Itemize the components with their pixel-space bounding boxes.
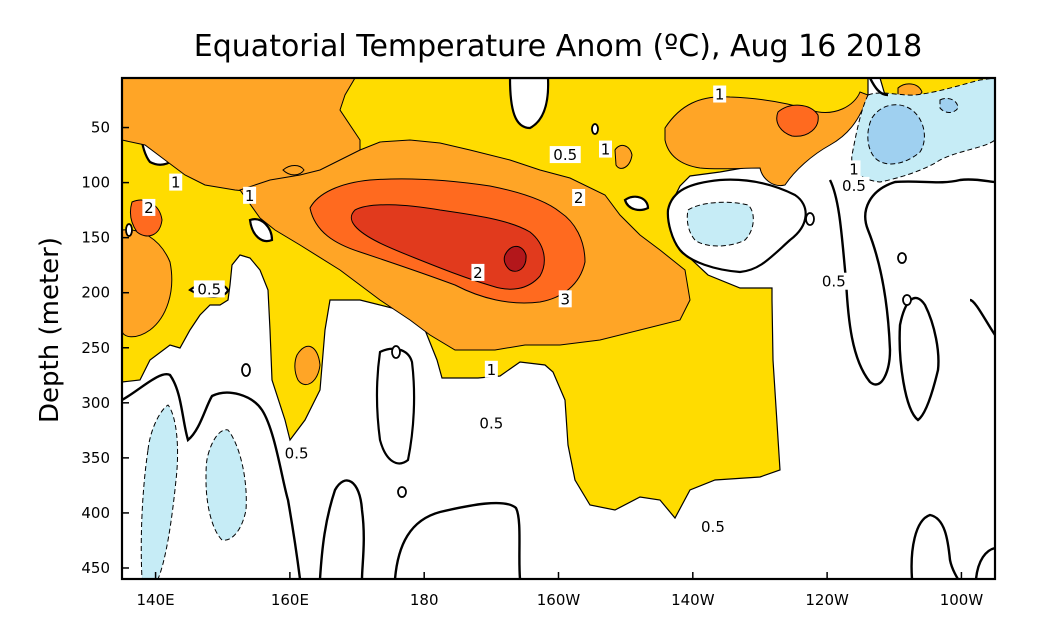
region-pos-3-core (350, 204, 545, 290)
y-tick-label: 100 (81, 174, 110, 192)
zero-line-top (868, 78, 889, 97)
contour-label-bg (475, 414, 507, 432)
y-tick-label: 450 (81, 559, 110, 577)
y-axis: 50 100 150 200 250 300 350 400 450 (81, 119, 129, 577)
contour-fill-neg-1 (867, 97, 959, 165)
contour-label-bg (599, 140, 613, 158)
region-neg-0.5-west-2 (205, 429, 247, 541)
small-contour-6 (902, 294, 912, 306)
contour-label: 1 (601, 141, 611, 159)
contour-label-bg (549, 146, 581, 164)
region-neg-1-east (867, 104, 925, 165)
contour-label: 3 (560, 290, 570, 308)
contour-fill-3 (350, 204, 545, 290)
contour-label: 0.5 (479, 415, 503, 433)
contour-label: 1 (849, 160, 859, 178)
y-tick-label: 400 (81, 504, 110, 522)
hole-east-dent (623, 195, 650, 211)
x-tick-label: 120W (805, 591, 849, 609)
contour-label-bg (572, 189, 586, 207)
contour-label: 0.5 (842, 177, 866, 195)
small-contours (125, 123, 912, 498)
region-pos-1-east-blob (614, 144, 633, 169)
small-contour-5 (897, 252, 907, 264)
region-neg-1-east-small (939, 97, 959, 113)
region-neg-0.5-east-box (686, 201, 754, 247)
region-pos-3-peak (503, 245, 527, 272)
region-pos-2-east (776, 104, 819, 137)
x-tick-label: 180 (410, 591, 439, 609)
contour-label-bg (558, 290, 572, 308)
region-pos-1-small-center (294, 345, 321, 385)
contour-label-bg (838, 176, 870, 194)
zero-line-east-3 (969, 298, 995, 336)
zero-line-east-4 (910, 513, 960, 579)
contour-label: 2 (574, 189, 584, 207)
contour-label-bg (169, 173, 183, 191)
x-tick-label: 140E (137, 591, 175, 609)
y-tick-label: 350 (81, 449, 110, 467)
small-contour-8 (125, 223, 133, 237)
contour-label-bg (193, 280, 225, 298)
small-contour-7 (591, 123, 599, 135)
zero-line-east-2 (898, 296, 940, 422)
contour-label: 0.5 (197, 280, 221, 298)
zero-line-east-5 (974, 546, 995, 579)
x-tick-label: 160E (271, 591, 309, 609)
region-neg-0.5-west-1 (140, 404, 179, 579)
chart-title: Equatorial Temperature Anom (ºC), Aug 16… (194, 29, 922, 64)
zero-line-central-deep-2 (393, 501, 522, 579)
contour-label: 0.5 (701, 518, 725, 536)
contour-label: 0.5 (822, 273, 846, 291)
y-tick-label: 250 (81, 339, 110, 357)
contour-label-bg (243, 186, 257, 204)
small-warm-1 (282, 165, 305, 176)
small-contour-4 (805, 212, 815, 226)
contour-label-bg (484, 360, 498, 378)
x-tick-label: 100W (940, 591, 984, 609)
contour-label: 1 (487, 361, 497, 379)
contour-label: 2 (473, 264, 483, 282)
contour-label-bg (847, 160, 861, 178)
contour-label-bg (697, 518, 729, 536)
small-contour-1 (391, 345, 401, 359)
x-tick-label: 160W (537, 591, 581, 609)
small-contour-2 (397, 486, 407, 498)
hole-top-center (508, 78, 550, 130)
y-tick-label: 200 (81, 284, 110, 302)
contour-label: 0.5 (553, 146, 577, 164)
y-tick-label: 150 (81, 229, 110, 247)
small-warm-contours (282, 165, 305, 176)
contour-fill-3-peak (503, 245, 527, 272)
contour-label: 1 (245, 187, 255, 205)
y-axis-label: Depth (meter) (35, 237, 65, 423)
y-tick-label: 300 (81, 394, 110, 412)
contour-label-bg (142, 198, 156, 216)
x-axis: 140E 160E 180 160W 140W 120W 100W (137, 572, 984, 609)
contour-label: 2 (144, 199, 154, 217)
contour-label-bg (281, 444, 313, 462)
zero-line-central-deep (318, 479, 365, 579)
hole-west-220 (248, 218, 274, 243)
contour-label: 1 (171, 174, 181, 192)
contour-label-bg (471, 263, 485, 281)
contour-label-bg (713, 85, 727, 103)
contour-label: 1 (715, 86, 725, 104)
zero-line-west (122, 373, 302, 579)
contour-label-bg (818, 272, 850, 290)
contour-label: 0.5 (285, 444, 309, 462)
small-contour-3 (241, 363, 251, 377)
hole-deep-central (375, 347, 416, 465)
y-tick-label: 50 (91, 119, 110, 137)
x-tick-label: 140W (671, 591, 715, 609)
